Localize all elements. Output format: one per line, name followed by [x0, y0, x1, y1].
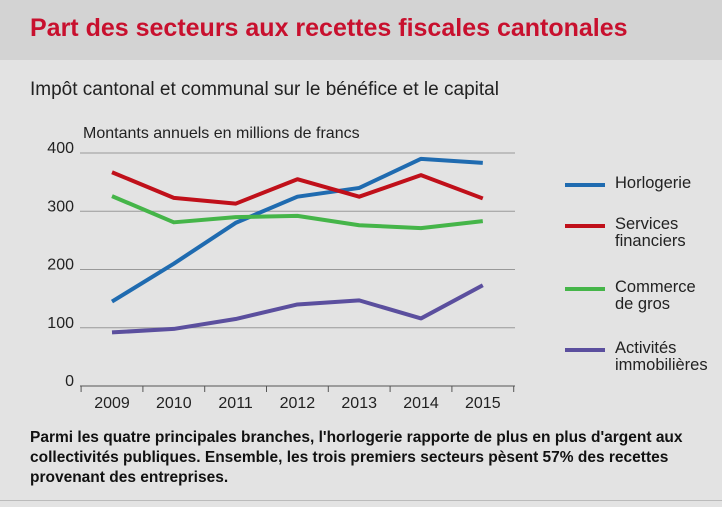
x-tick-label: 2013: [341, 395, 377, 412]
legend-label: Services financiers: [615, 215, 686, 250]
series-line: [111, 170, 484, 206]
legend-label: Commerce de gros: [615, 278, 696, 313]
legend-label: Activités immobilières: [615, 339, 708, 374]
x-tick-label: 2009: [94, 395, 130, 412]
x-tick-label: 2014: [403, 395, 439, 412]
y-tick-label: 400: [47, 140, 74, 157]
header-band: [0, 0, 722, 60]
series-line: [111, 283, 484, 335]
divider: [0, 500, 722, 501]
x-tick-label: 2011: [218, 395, 253, 412]
legend-label: Horlogerie: [615, 174, 692, 192]
y-tick-label: 0: [65, 373, 74, 390]
y-tick-label: 300: [47, 198, 74, 215]
y-axis-label: Montants annuels en millions de francs: [83, 125, 360, 142]
series-line: [111, 194, 484, 231]
chart-subtitle: Impôt cantonal et communal sur le bénéfi…: [30, 79, 499, 100]
x-tick-label: 2010: [156, 395, 192, 412]
y-tick-label: 100: [47, 315, 74, 332]
y-tick-label: 200: [47, 257, 74, 274]
series-line: [110, 156, 483, 304]
x-tick-label: 2015: [465, 395, 501, 412]
chart-title: Part des secteurs aux recettes fiscales …: [30, 14, 628, 42]
x-tick-label: 2012: [280, 395, 316, 412]
note: Parmi les quatre principales branches, l…: [30, 429, 683, 486]
